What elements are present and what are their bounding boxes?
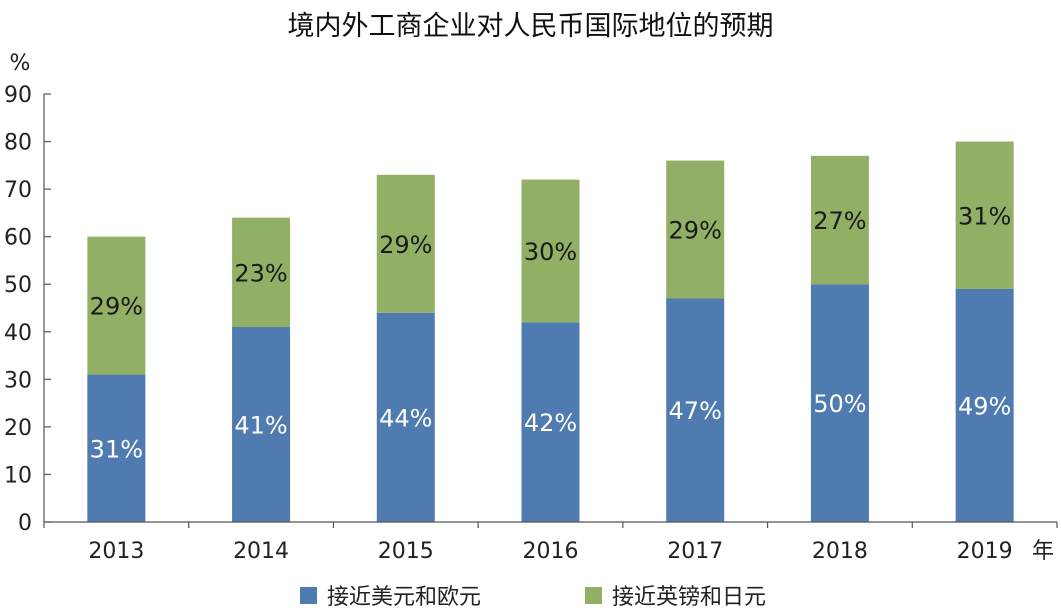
y-tick-label: 0: [18, 511, 32, 536]
legend-item-gbp-jpy: 接近英镑和日元: [585, 580, 766, 610]
bar-2014-series-1: [232, 217, 291, 328]
data-label-2016-series-0: 42%: [524, 409, 577, 437]
data-label-2018-series-1: 27%: [813, 207, 866, 235]
x-tick-label: 2016: [523, 539, 579, 564]
x-tick-label: 2017: [667, 539, 723, 564]
data-label-2015-series-1: 29%: [379, 231, 432, 259]
y-tick-label: 40: [4, 321, 32, 346]
bar-2019-series-1: [955, 141, 1014, 289]
y-tick-label: 70: [4, 178, 32, 203]
y-tick-label: 80: [4, 131, 32, 156]
x-tick-label: 2018: [812, 539, 868, 564]
bars-layer: [87, 141, 1014, 522]
axes-layer: 0 10 20 30 40 50 60 70 80 90% 2013 2014 2015 2016 2017…: [4, 51, 1058, 564]
data-label-2013-series-1: 29%: [90, 293, 143, 321]
legend-item-usd-eur: 接近美元和欧元: [300, 580, 481, 610]
y-axis-unit-label: %: [10, 51, 31, 76]
data-label-2017-series-0: 47%: [669, 397, 722, 425]
x-axis-unit-label: 年: [1032, 539, 1054, 564]
bar-2015-series-1: [376, 174, 435, 313]
bar-2017-series-0: [666, 298, 725, 522]
x-tick-label: 2013: [88, 539, 144, 564]
legend-swatch-blue: [300, 586, 317, 604]
y-tick-label: 10: [4, 463, 32, 488]
x-tick-label: 2019: [957, 539, 1013, 564]
data-label-2018-series-0: 50%: [813, 390, 866, 418]
bar-2017-series-1: [666, 160, 725, 299]
bar-2015-series-0: [376, 312, 435, 522]
labels-layer: 31% 29% 41% 23% 44% 29% 42% 30% 47% 29% 50% 27% 49% 3…: [90, 202, 1012, 463]
data-label-2016-series-1: 30%: [524, 238, 577, 266]
data-label-2019-series-1: 31%: [958, 202, 1011, 230]
y-tick-label: 50: [4, 273, 32, 298]
bar-2018-series-0: [810, 284, 869, 522]
y-tick-label: 20: [4, 416, 32, 441]
bar-2014-series-0: [232, 327, 291, 522]
bar-2016-series-1: [521, 179, 580, 323]
y-tick-label: 30: [4, 368, 32, 393]
bar-2019-series-0: [955, 288, 1014, 522]
x-tick-label: 2015: [378, 539, 434, 564]
y-tick-label: 60: [4, 226, 32, 251]
data-label-2014-series-0: 41%: [234, 412, 287, 440]
bar-2018-series-1: [810, 155, 869, 285]
data-label-2017-series-1: 29%: [669, 217, 722, 245]
data-label-2014-series-1: 23%: [234, 259, 287, 287]
y-tick-label: 90: [4, 83, 32, 108]
bar-2013-series-0: [87, 374, 146, 522]
data-label-2013-series-0: 31%: [90, 435, 143, 463]
bar-2013-series-1: [87, 236, 146, 375]
x-tick-label: 2014: [233, 539, 289, 564]
legend-label: 接近美元和欧元: [327, 585, 482, 610]
bar-2016-series-0: [521, 322, 580, 522]
legend-swatch-green: [585, 586, 602, 604]
chart-title: 境内外工商企业对人民币国际地位的预期: [287, 11, 774, 42]
data-label-2019-series-0: 49%: [958, 392, 1011, 420]
legend-label: 接近英镑和日元: [612, 585, 767, 610]
data-label-2015-series-0: 44%: [379, 404, 432, 432]
